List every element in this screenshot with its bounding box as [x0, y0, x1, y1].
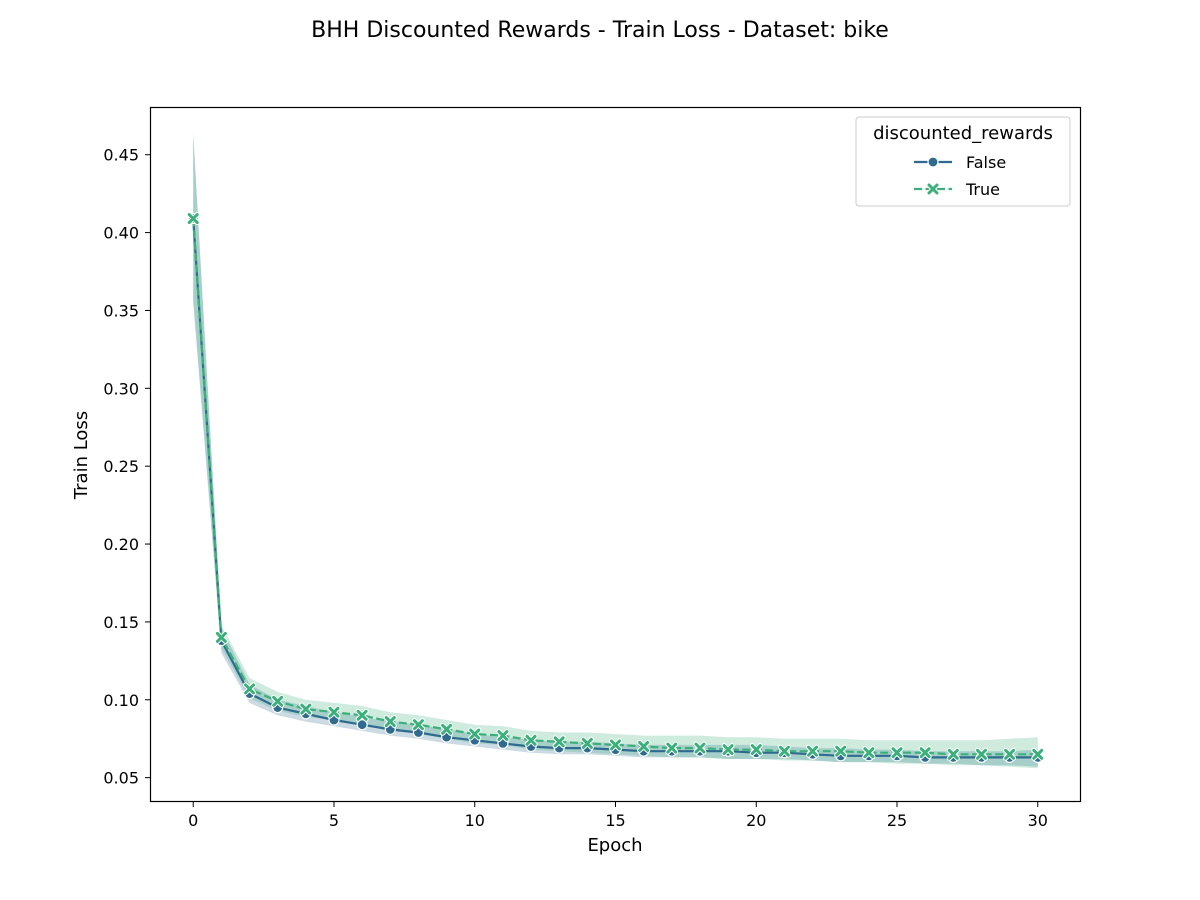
point-true-18 — [693, 741, 707, 755]
point-true-11 — [496, 729, 510, 743]
legend: discounted_rewards False True — [855, 116, 1071, 207]
y-tick-label: 0.35 — [103, 301, 139, 320]
ci-band-false — [193, 131, 1038, 767]
point-true-25 — [890, 746, 904, 760]
legend-box — [855, 116, 1071, 207]
y-tick-label: 0.30 — [103, 379, 139, 398]
legend-marker-false — [927, 156, 939, 168]
point-true-10 — [468, 727, 482, 741]
point-true-5 — [327, 705, 341, 719]
point-true-15 — [609, 738, 622, 752]
y-tick-label: 0.15 — [103, 613, 139, 632]
point-true-19 — [721, 743, 735, 757]
point-true-6 — [355, 708, 369, 722]
point-true-4 — [299, 702, 313, 716]
point-true-16 — [637, 739, 651, 753]
y-tick-label: 0.10 — [103, 691, 139, 710]
point-true-2 — [243, 682, 257, 696]
chart-title: BHH Discounted Rewards - Train Loss - Da… — [311, 18, 889, 43]
point-true-23 — [834, 744, 848, 758]
series-line-false — [192, 218, 1038, 759]
x-tick-label: 0 — [188, 811, 198, 830]
series-line-true — [192, 218, 1038, 756]
y-tick-label: 0.40 — [103, 224, 139, 243]
legend-entry-true: True — [914, 180, 1000, 199]
point-false-6 — [356, 719, 368, 731]
point-true-20 — [749, 743, 763, 757]
legend-marker-true — [926, 182, 940, 196]
point-true-28 — [974, 747, 988, 761]
y-tick-label: 0.45 — [103, 146, 139, 165]
ci-band-true — [193, 136, 1038, 769]
x-tick-label: 5 — [329, 811, 339, 830]
legend-label-false: False — [966, 153, 1006, 172]
x-axis-ticks: 0 5 10 15 20 25 30 — [188, 801, 1048, 830]
point-true-30 — [1031, 747, 1045, 761]
point-true-27 — [946, 747, 960, 761]
point-true-8 — [411, 718, 425, 732]
point-true-26 — [918, 746, 932, 760]
point-true-3 — [271, 694, 285, 708]
point-true-12 — [524, 733, 538, 747]
x-tick-label: 15 — [605, 811, 625, 830]
x-tick-label: 10 — [465, 811, 485, 830]
point-true-13 — [552, 735, 566, 749]
legend-title: discounted_rewards — [873, 123, 1053, 144]
point-true-7 — [383, 715, 397, 729]
x-tick-label: 20 — [746, 811, 766, 830]
legend-label-true: True — [965, 180, 1000, 199]
point-true-14 — [580, 736, 594, 750]
point-true-0 — [186, 212, 200, 226]
confidence-bands — [193, 131, 1038, 769]
x-tick-label: 30 — [1028, 811, 1048, 830]
point-true-1 — [214, 630, 228, 644]
y-tick-label: 0.25 — [103, 457, 139, 476]
y-axis-label: Train Loss — [71, 411, 92, 500]
y-tick-label: 0.20 — [103, 535, 139, 554]
x-tick-label: 25 — [887, 811, 907, 830]
series-lines — [192, 218, 1038, 759]
point-true-21 — [777, 744, 791, 758]
y-axis-ticks: 0.05 0.10 0.15 0.20 0.25 0.30 0.35 0.40 0.45 — [103, 146, 151, 788]
point-true-24 — [862, 746, 876, 760]
y-tick-label: 0.05 — [103, 769, 139, 788]
point-true-22 — [806, 744, 820, 758]
point-true-17 — [665, 741, 679, 755]
legend-entry-false: False — [914, 153, 1006, 172]
series-markers — [186, 212, 1045, 763]
point-true-29 — [1003, 747, 1017, 761]
x-axis-label: Epoch — [587, 835, 642, 856]
point-true-9 — [440, 722, 454, 736]
